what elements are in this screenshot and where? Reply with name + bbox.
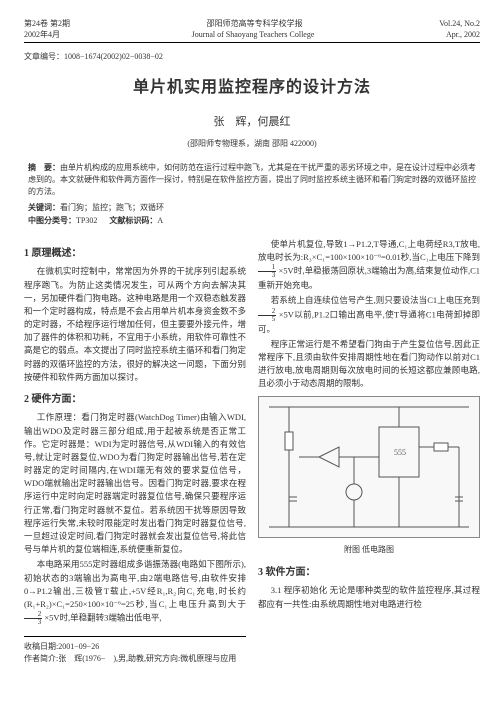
- classification: 中图分类号：TP302 文献标识码：A: [28, 215, 476, 226]
- footer-notes: 收稿日期:2001−09−26 作者简介:张 辉(1976− ),男,助教,研究…: [24, 636, 246, 666]
- circuit-diagram: 555: [258, 396, 480, 538]
- s2-p3: 使单片机复位,导致1→P1.2,T导通,C₁上电荷经R3,T放电,放电时长为:R…: [258, 238, 480, 293]
- keywords: 关键词：看门狗；监控；跑飞；双循环: [28, 202, 476, 213]
- left-column: 1 原理概述： 在微机实时控制中，常常因为外界的干扰序列引起系统程序跑飞。为防止…: [24, 238, 246, 666]
- journal-name-cn: 邵阳师范高等专科学校学报: [70, 18, 439, 29]
- s2-p5: 程序正常运行是不希望看门狗由于产生复位信号,因此正常程序下,且须由软件安排周期性…: [258, 338, 480, 391]
- s1-p1: 在微机实时控制中，常常因为外界的干扰序列引起系统程序跑飞。为防止这类情况发生，可…: [24, 265, 246, 384]
- authors: 张 辉，何晨红: [24, 115, 480, 130]
- section-3-title: 3 软件方面：: [258, 565, 480, 581]
- s3-p1: 3.1 程序初始化 无论是哪种类型的软件监控程序,其过程都应有一共性:由系统周期…: [258, 584, 480, 610]
- article-title: 单片机实用监控程序的设计方法: [24, 77, 480, 99]
- header-date-en: Apr., 2002: [446, 29, 480, 40]
- header-vol-en: Vol.24, No.2: [439, 18, 480, 29]
- s2-p2: 本电路采用555定时器组成多谐振荡器(电路如下图所示),初始状态的3端输出为高电…: [24, 558, 246, 626]
- article-id: 文章编号：1008−1674(2002)02−0038−02: [24, 51, 480, 62]
- fraction-2-3: 23: [24, 611, 42, 626]
- author-bio: 作者简介:张 辉(1976− ),男,助教,研究方向:微机原理与应用: [24, 653, 246, 665]
- s2-p4: 若系统上自连续位信号产生,则只要设法当C1上电压充到 25 ×5V以前,P1.2…: [258, 294, 480, 335]
- fraction-1-3: 13: [258, 264, 276, 279]
- abstract-label: 摘 要：: [28, 163, 60, 172]
- right-column: 使单片机复位,导致1→P1.2,T导通,C₁上电荷经R3,T放电,放电时长为:R…: [258, 238, 480, 666]
- section-2-title: 2 硬件方面：: [24, 392, 246, 408]
- figure-caption: 附图 低电路图: [258, 544, 480, 556]
- page-header: 第24卷 第2期 邵阳师范高等专科学校学报 Vol.24, No.2 2002年…: [24, 18, 480, 43]
- svg-text:555: 555: [394, 448, 406, 457]
- journal-name-en: Journal of Shaoyang Teachers College: [60, 29, 446, 40]
- header-vol-cn: 第24卷 第2期: [24, 18, 70, 29]
- received-date: 收稿日期:2001−09−26: [24, 641, 246, 653]
- abstract-text: 由单片机构成的应用系统中，如何防范在运行过程中跑飞，尤其是在干扰严重的恶劣环境之…: [28, 163, 476, 196]
- affiliation: (邵阳师专物理系，湖南 邵阳 422000): [24, 138, 480, 149]
- fraction-2-5: 25: [258, 308, 276, 323]
- header-date-cn: 2002年4月: [24, 29, 60, 40]
- s2-p1: 工作原理：看门狗定时器(WatchDog Timer)由输入WDI,输出WDO及…: [24, 411, 246, 556]
- body-columns: 1 原理概述： 在微机实时控制中，常常因为外界的干扰序列引起系统程序跑飞。为防止…: [24, 238, 480, 666]
- section-1-title: 1 原理概述：: [24, 246, 246, 262]
- abstract: 摘 要：由单片机构成的应用系统中，如何防范在运行过程中跑飞，尤其是在干扰严重的恶…: [28, 162, 476, 198]
